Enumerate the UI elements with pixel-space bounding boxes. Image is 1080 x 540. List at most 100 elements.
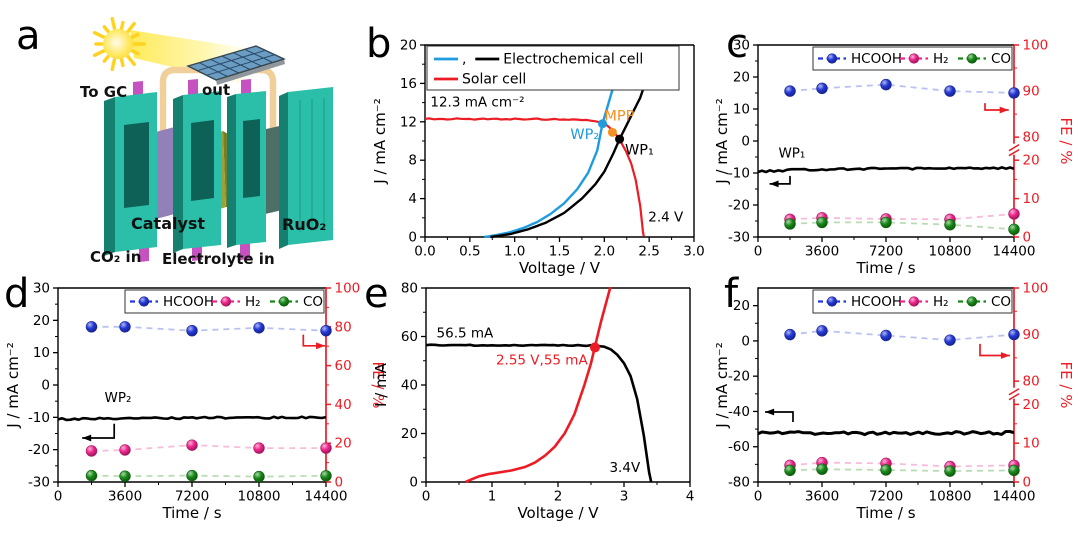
svg-text:-20: -20 (728, 198, 750, 214)
data-point-hcooh (816, 82, 828, 95)
svg-text:0.0: 0.0 (414, 244, 435, 260)
svg-text:10: 10 (1023, 191, 1040, 207)
annotation: 2.4 V (648, 210, 684, 226)
svg-text:2.0: 2.0 (594, 244, 615, 260)
panel-b: 0.0 0.5 1.0 1.5 2.0 2.5 3.0 0 4 8 12 16 20 Voltage / … (360, 0, 720, 277)
data-point-hcooh (784, 328, 796, 341)
svg-text:0: 0 (408, 230, 417, 246)
svg-text:80: 80 (1023, 130, 1040, 146)
svg-text:3: 3 (620, 489, 629, 505)
data-point-h₂ (320, 442, 332, 454)
svg-text:-20: -20 (728, 369, 750, 385)
svg-text:40: 40 (335, 397, 352, 413)
axis-pointer-arrow (82, 423, 116, 439)
data-point-hcooh (85, 321, 98, 333)
annotation: 12.3 mA cm⁻² (430, 94, 524, 110)
arrowhead (765, 408, 775, 416)
data-point-co (1008, 464, 1020, 477)
sun-ray (110, 16, 117, 31)
svg-text:0: 0 (54, 489, 63, 505)
svg-text:10: 10 (33, 345, 50, 361)
svg-text:3600: 3600 (805, 244, 839, 260)
svg-text:-10: -10 (28, 410, 50, 426)
scatter-co (85, 469, 332, 483)
panel-letter-a: a (16, 13, 41, 59)
legend-label-co: CO (303, 294, 323, 310)
scatter-hcooh (85, 321, 332, 337)
data-point-hcooh (880, 78, 892, 91)
data-point-co (253, 470, 265, 483)
data-point-h₂ (85, 445, 98, 457)
svg-text:3600: 3600 (805, 489, 839, 505)
svg-text:10800: 10800 (238, 489, 281, 505)
sun-icon (92, 16, 146, 72)
svg-text:20: 20 (1023, 153, 1040, 169)
annotation: WP₁ (625, 142, 654, 158)
svg-text:4: 4 (408, 191, 417, 207)
MPP-point (607, 127, 617, 137)
series-group (58, 415, 326, 422)
svg-text:0: 0 (1023, 230, 1032, 246)
data-point-co (944, 219, 956, 231)
svg-text:12: 12 (400, 114, 417, 130)
data-point-co (320, 470, 332, 482)
arrowhead (82, 434, 92, 442)
legend: HCOOH H₂ CO (124, 289, 325, 314)
svg-text:60: 60 (401, 329, 418, 345)
left-axis-label: J / mA cm⁻² (713, 342, 731, 428)
svg-text:7200: 7200 (869, 489, 903, 505)
schematic-labels: To GC out Catalyst RuO₂ CO₂ in Electroly… (80, 81, 326, 268)
svg-text:-30: -30 (28, 475, 50, 491)
flow-cell-plate-4 (279, 87, 333, 249)
flow-cell-plate-2 (173, 91, 221, 253)
label-ruo2: RuO₂ (282, 215, 326, 234)
label-catalyst: Catalyst (131, 214, 205, 233)
scatter-co (784, 216, 1020, 236)
left-axis-label: J / mA cm⁻² (371, 98, 389, 184)
annotation: WP₂ (105, 390, 132, 406)
series-group (758, 166, 1014, 174)
left-axis-label: J / mA cm⁻² (4, 342, 22, 428)
annotation: WP₁ (778, 146, 805, 162)
svg-text:1.5: 1.5 (549, 244, 570, 260)
panel-f: 0 3600 7200 10800 14400 -80 -60 -40 -20 0 20 0 10 20 8… (713, 270, 1080, 540)
scatter-hcooh (784, 78, 1020, 99)
svg-text:14400: 14400 (993, 244, 1036, 260)
svg-text:20: 20 (400, 38, 417, 54)
svg-text:10800: 10800 (929, 244, 972, 260)
flow-cell-schematic: To GC out Catalyst RuO₂ CO₂ in Electroly… (80, 16, 333, 268)
svg-text:0: 0 (41, 378, 50, 394)
svg-text:30: 30 (733, 38, 750, 54)
label-co2-in: CO₂ in (90, 248, 141, 266)
legend-label-co: CO (991, 294, 1011, 310)
svg-text:1.0: 1.0 (504, 244, 525, 260)
panel-letter-e: e (364, 271, 389, 317)
right-axis-label: FE / % (1057, 362, 1075, 409)
svg-text:40: 40 (401, 378, 418, 394)
series-electrolyzer (465, 287, 612, 483)
svg-text:0: 0 (409, 475, 418, 491)
label-out: out (202, 81, 230, 99)
arrowhead (769, 180, 779, 188)
svg-text:100: 100 (1023, 38, 1049, 54)
chart-host-f: 0 3600 7200 10800 14400 -80 -60 -40 -20 0 20 0 10 20 8… (713, 270, 1080, 540)
sun-ray (130, 32, 140, 39)
svg-text:-40: -40 (728, 404, 750, 420)
svg-text:0.5: 0.5 (459, 244, 480, 260)
sun-ray (110, 57, 117, 72)
WP2-point (598, 119, 608, 129)
svg-text:100: 100 (1023, 281, 1049, 297)
legend: HCOOH H₂ CO (812, 46, 1013, 71)
series-electrochemical-cell-wp1 (490, 86, 645, 238)
data-point-h₂ (1008, 208, 1020, 220)
legend-label-hcooh: HCOOH (851, 294, 902, 310)
scatter-h₂ (85, 439, 332, 457)
panel-letter-f: f (724, 271, 739, 317)
data-point-hcooh (880, 329, 892, 342)
sun-ray (92, 31, 106, 39)
data-point-hcooh (119, 321, 131, 333)
data-point-co (186, 469, 198, 482)
svg-text:10: 10 (733, 102, 750, 118)
x-axis-label: Voltage / V (519, 259, 601, 277)
